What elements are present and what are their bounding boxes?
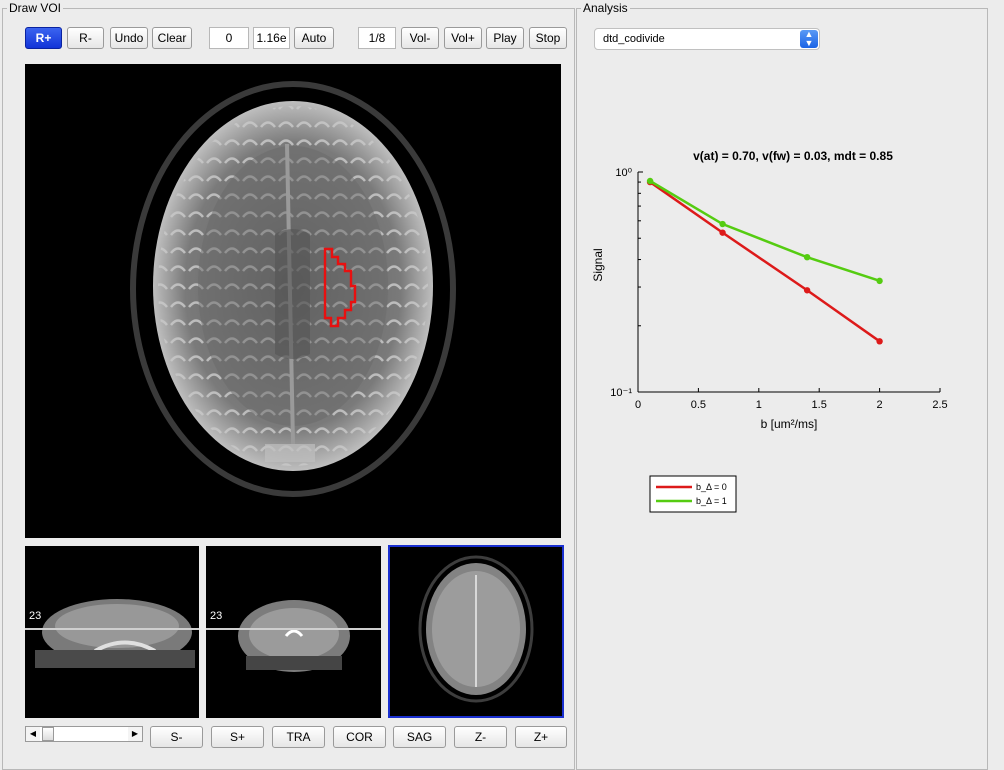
- x-tick-label: 1.5: [812, 399, 827, 411]
- clear-button[interactable]: Clear: [152, 27, 192, 49]
- stop-button[interactable]: Stop: [529, 27, 567, 49]
- intensity-max-field[interactable]: 1.16e: [253, 27, 290, 49]
- main-view-right-pad: [530, 64, 561, 538]
- chart-xlabel: b [um²/ms]: [761, 417, 818, 431]
- slider-left-arrow-icon[interactable]: ◀: [26, 727, 40, 741]
- sagittal-slice-number: 23: [29, 610, 42, 622]
- analysis-title: Analysis: [581, 1, 630, 15]
- intensity-min-field[interactable]: 0: [209, 27, 249, 49]
- roi-contour: [323, 247, 357, 328]
- method-select[interactable]: dtd_codivide ▲ ▼: [594, 28, 820, 50]
- slice-slider[interactable]: ◀ ▶: [25, 726, 143, 742]
- axial-brain-image: [58, 64, 530, 538]
- volume-next-button[interactable]: Vol+: [444, 27, 482, 49]
- method-select-value: dtd_codivide: [603, 33, 665, 45]
- roi-remove-button[interactable]: R-: [67, 27, 104, 49]
- x-tick-label: 0.5: [691, 399, 706, 411]
- signal-chart: v(at) = 0.70, v(fw) = 0.03, mdt = 0.85 0…: [591, 149, 948, 513]
- sagittal-brain-image: [25, 599, 199, 668]
- series-point: [719, 229, 726, 236]
- sagittal-view[interactable]: 23: [25, 546, 199, 718]
- volume-previous-button[interactable]: Vol-: [401, 27, 439, 49]
- series-point: [876, 277, 883, 285]
- coronal-slice-number: 23: [210, 610, 223, 622]
- series-point: [803, 287, 811, 294]
- transverse-button[interactable]: TRA: [272, 726, 325, 748]
- axial-view[interactable]: [388, 545, 564, 718]
- slider-thumb[interactable]: [42, 727, 54, 741]
- y-tick-label: 10⁰: [615, 167, 632, 179]
- legend-box: [649, 475, 737, 513]
- chart-ylabel: Signal: [591, 248, 605, 281]
- chart-legend: b_Δ = 0 b_Δ = 1: [649, 475, 737, 513]
- auto-contrast-button[interactable]: Auto: [294, 27, 334, 49]
- x-tick-label: 2: [877, 399, 883, 411]
- slice-next-button[interactable]: S+: [211, 726, 264, 748]
- x-tick-label: 0: [635, 399, 641, 411]
- axial-thumbnail-image: [418, 555, 534, 703]
- zoom-out-button[interactable]: Z-: [454, 726, 507, 748]
- play-button[interactable]: Play: [486, 27, 524, 49]
- chart-title: v(at) = 0.70, v(fw) = 0.03, mdt = 0.85: [693, 149, 893, 163]
- series-point: [646, 177, 654, 185]
- main-view-left-pad: [25, 64, 58, 538]
- main-brain-view[interactable]: [25, 64, 561, 538]
- sagittal-button[interactable]: SAG: [393, 726, 446, 748]
- series-point: [876, 338, 883, 345]
- series-line: [649, 181, 881, 343]
- volume-index-field[interactable]: 1/8: [358, 27, 396, 49]
- slider-right-arrow-icon[interactable]: ▶: [128, 727, 142, 741]
- series-point: [803, 253, 811, 261]
- undo-button[interactable]: Undo: [110, 27, 148, 49]
- x-tick-label: 2.5: [932, 399, 947, 411]
- y-tick-label: 10⁻¹: [610, 387, 632, 399]
- draw-voi-title: Draw VOI: [7, 1, 64, 15]
- chevron-updown-icon: ▲ ▼: [800, 30, 818, 48]
- plot-area: 0 0.5 1 1.5 2 2.5 10⁻¹ 10⁰: [610, 167, 947, 411]
- series-point: [719, 220, 726, 228]
- coronal-brain-image: [206, 600, 381, 672]
- x-axis-label-text: b [um²/ms]: [761, 417, 818, 431]
- zoom-in-button[interactable]: Z+: [515, 726, 567, 748]
- coronal-view[interactable]: 23: [206, 546, 381, 718]
- legend-label: b_Δ = 1: [696, 496, 727, 506]
- x-tick-label: 1: [756, 399, 762, 411]
- legend-label: b_Δ = 0: [696, 482, 727, 492]
- slice-previous-button[interactable]: S-: [150, 726, 203, 748]
- coronal-button[interactable]: COR: [333, 726, 386, 748]
- roi-add-button[interactable]: R+: [25, 27, 62, 49]
- series-line: [649, 179, 880, 283]
